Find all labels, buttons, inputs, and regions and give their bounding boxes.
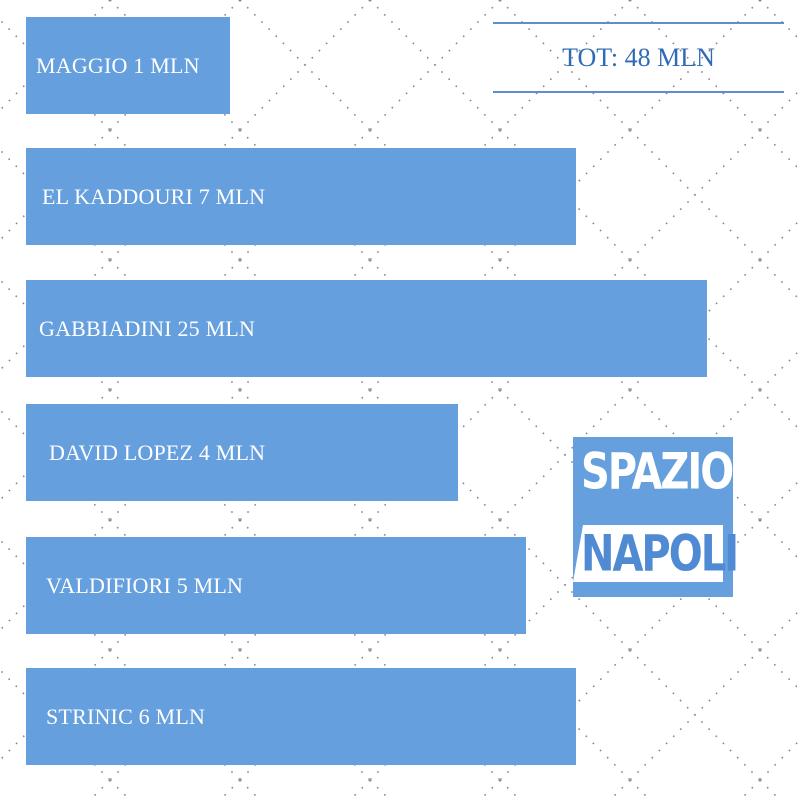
bar-label: MAGGIO 1 MLN: [36, 52, 200, 78]
total-label: TOT: 48 MLN: [493, 22, 784, 93]
bar-strinic: STRINIC 6 MLN: [26, 668, 576, 765]
bar-gabbiadini: GABBIADINI 25 MLN: [26, 280, 707, 377]
logo-band: [573, 525, 723, 582]
bar-label: VALDIFIORI 5 MLN: [46, 572, 244, 598]
bar-label: STRINIC 6 MLN: [46, 703, 206, 729]
bar-valdifiori: VALDIFIORI 5 MLN: [26, 537, 526, 634]
bar-maggio: MAGGIO 1 MLN: [26, 17, 230, 114]
spazio-napoli-logo: SPAZIO NAPOLI: [573, 437, 739, 597]
bar-david-lopez: DAVID LOPEZ 4 MLN: [26, 404, 458, 501]
bar-label: EL KADDOURI 7 MLN: [42, 183, 266, 209]
bar-label: DAVID LOPEZ 4 MLN: [49, 439, 266, 465]
bar-el-kaddouri: EL KADDOURI 7 MLN: [26, 148, 576, 245]
logo-line-2: NAPOLI: [581, 525, 739, 583]
bar-label: GABBIADINI 25 MLN: [39, 315, 256, 341]
logo-line-1: SPAZIO: [581, 443, 734, 501]
